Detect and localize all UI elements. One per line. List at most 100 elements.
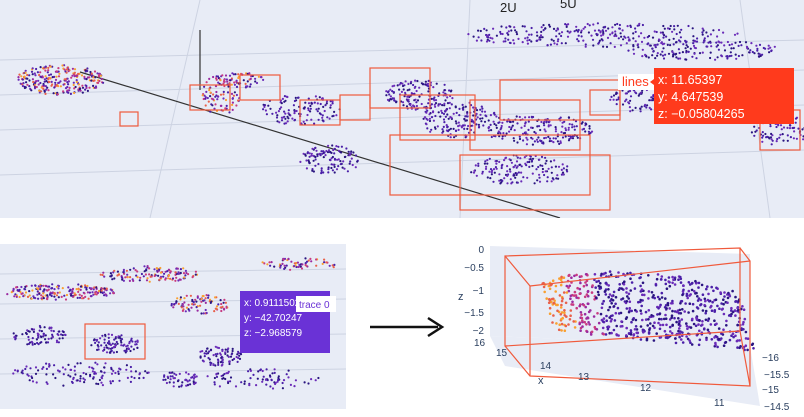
lidar-point (677, 311, 681, 315)
lidar-point (466, 115, 469, 118)
top-lidar-view[interactable]: 2U 5U lines x: 11.65397 y: 4.647539 z: −… (0, 0, 804, 218)
lidar-point (640, 32, 643, 35)
lidar-point (477, 126, 481, 129)
lidar-point (694, 282, 698, 285)
lidar-point (228, 362, 231, 366)
lidar-point (53, 292, 56, 295)
lidar-point (443, 121, 446, 124)
lidar-point (693, 52, 696, 55)
lidar-point (212, 354, 215, 357)
lidar-point (669, 24, 672, 28)
lidar-point (639, 91, 642, 94)
lidar-point (652, 294, 655, 297)
lidar-point (28, 85, 31, 88)
lidar-point (726, 301, 729, 304)
bounding-boxes[interactable] (119, 67, 801, 211)
lidar-point (678, 31, 682, 34)
lidar-point (93, 338, 96, 341)
bounding-box[interactable] (504, 247, 751, 387)
lidar-point (738, 346, 741, 350)
lidar-point (24, 71, 27, 74)
bottom-left-lidar-view[interactable]: x: 0.9111502 y: −42.70247 z: −2.968579 t… (0, 244, 346, 409)
lidar-point (691, 302, 695, 306)
lidar-point (209, 91, 212, 94)
lidar-point (481, 117, 484, 120)
lidar-point (449, 136, 452, 139)
lidar-point (222, 97, 225, 100)
lidar-point (612, 290, 616, 294)
x-tick: 16 (474, 338, 486, 349)
lidar-point (788, 124, 792, 127)
lidar-point (635, 92, 638, 95)
lidar-point (511, 181, 514, 184)
lidar-point (755, 44, 758, 47)
lidar-point (543, 120, 546, 123)
lidar-point (548, 23, 551, 26)
lidar-point (46, 382, 49, 385)
lidar-point (525, 136, 528, 139)
lidar-point (706, 319, 710, 322)
lidar-point (174, 279, 177, 282)
lidar-point (768, 137, 771, 140)
lidar-point (315, 258, 318, 261)
bounding-box[interactable] (84, 323, 146, 360)
lidar-point (99, 273, 102, 276)
bottom-left-lidar-canvas[interactable]: x: 0.9111502 y: −42.70247 z: −2.968579 t… (0, 244, 346, 409)
lidar-point (246, 80, 249, 83)
lidar-point (650, 96, 653, 99)
lidar-point (159, 271, 163, 274)
lidar-point (712, 29, 715, 32)
lidar-point (730, 334, 733, 337)
lidar-point (42, 332, 45, 335)
lidar-point (205, 350, 208, 353)
lidar-point (24, 69, 27, 72)
bottom-right-3d-canvas[interactable]: z 0 −0.5 −1 −1.5 −2 x 16 15 14 13 12 11 … (450, 236, 804, 417)
lidar-point (347, 150, 350, 153)
lidar-point (609, 320, 613, 323)
lidar-point (392, 91, 395, 94)
top-lidar-canvas[interactable]: 2U 5U lines x: 11.65397 y: 4.647539 z: −… (0, 0, 804, 218)
lidar-point (528, 160, 531, 164)
lidar-point (653, 321, 656, 324)
lidar-point (293, 99, 296, 103)
bottom-right-3d-plot[interactable]: z 0 −0.5 −1 −1.5 −2 x 16 15 14 13 12 11 … (450, 236, 804, 417)
lidar-point (748, 51, 751, 54)
lidar-point (634, 30, 637, 33)
lidar-point (92, 367, 95, 370)
lidar-point (596, 33, 599, 36)
lidar-point (640, 40, 644, 44)
lidar-point (646, 324, 649, 327)
lidar-point (17, 289, 21, 292)
lidar-point (205, 311, 208, 315)
x-tick: 11 (714, 398, 725, 409)
tooltip-x: x: 11.65397 (658, 73, 722, 87)
lidar-point (205, 81, 208, 84)
lidar-point (58, 291, 61, 294)
lidar-point (412, 83, 415, 87)
lidar-point (307, 97, 310, 100)
lidar-point (704, 318, 708, 322)
lidar-point (551, 279, 555, 282)
lidar-point (548, 137, 552, 140)
lidar-point (555, 322, 558, 325)
lidar-point (275, 111, 278, 114)
lidar-point (219, 361, 223, 364)
lidar-point (61, 64, 64, 67)
lidar-point (37, 333, 40, 336)
lidar-point (770, 143, 773, 146)
lidar-point (541, 170, 544, 174)
lidar-point (292, 104, 295, 107)
lidar-point (333, 263, 336, 266)
hover-tooltip: x: 0.9111502 y: −42.70247 z: −2.968579 t… (240, 291, 336, 353)
lidar-point (169, 378, 172, 381)
lidar-point (558, 142, 561, 145)
lidar-point (448, 89, 451, 92)
lidar-point (146, 265, 149, 268)
lidar-point (516, 181, 519, 184)
lidar-point (647, 297, 650, 300)
lidar-point (279, 264, 282, 267)
lidar-point (65, 68, 69, 71)
lidar-point (560, 31, 564, 34)
lidar-point (32, 330, 36, 333)
lidar-point (576, 136, 579, 139)
